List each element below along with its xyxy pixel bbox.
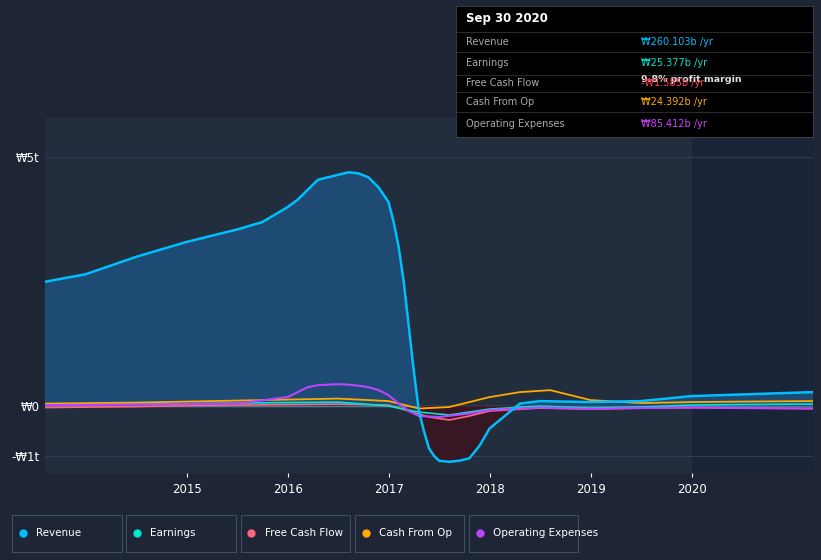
Text: ₩24.392b /yr: ₩24.392b /yr <box>641 97 707 106</box>
Text: Free Cash Flow: Free Cash Flow <box>264 529 342 538</box>
Text: Revenue: Revenue <box>36 529 81 538</box>
Text: Free Cash Flow: Free Cash Flow <box>466 78 539 88</box>
Text: ₩260.103b /yr: ₩260.103b /yr <box>641 37 713 47</box>
Text: ₩85.412b /yr: ₩85.412b /yr <box>641 119 707 129</box>
Text: 9.8% profit margin: 9.8% profit margin <box>641 76 742 85</box>
Text: Earnings: Earnings <box>150 529 196 538</box>
Text: Cash From Op: Cash From Op <box>378 529 452 538</box>
Text: Earnings: Earnings <box>466 58 509 68</box>
Text: -₩1.585b /yr: -₩1.585b /yr <box>641 78 704 88</box>
Text: Cash From Op: Cash From Op <box>466 97 534 106</box>
Bar <box>691 118 813 473</box>
Text: ₩25.377b /yr: ₩25.377b /yr <box>641 58 708 68</box>
Text: Sep 30 2020: Sep 30 2020 <box>466 12 548 25</box>
Text: Revenue: Revenue <box>466 37 509 47</box>
Text: Operating Expenses: Operating Expenses <box>493 529 598 538</box>
Text: Operating Expenses: Operating Expenses <box>466 119 565 129</box>
